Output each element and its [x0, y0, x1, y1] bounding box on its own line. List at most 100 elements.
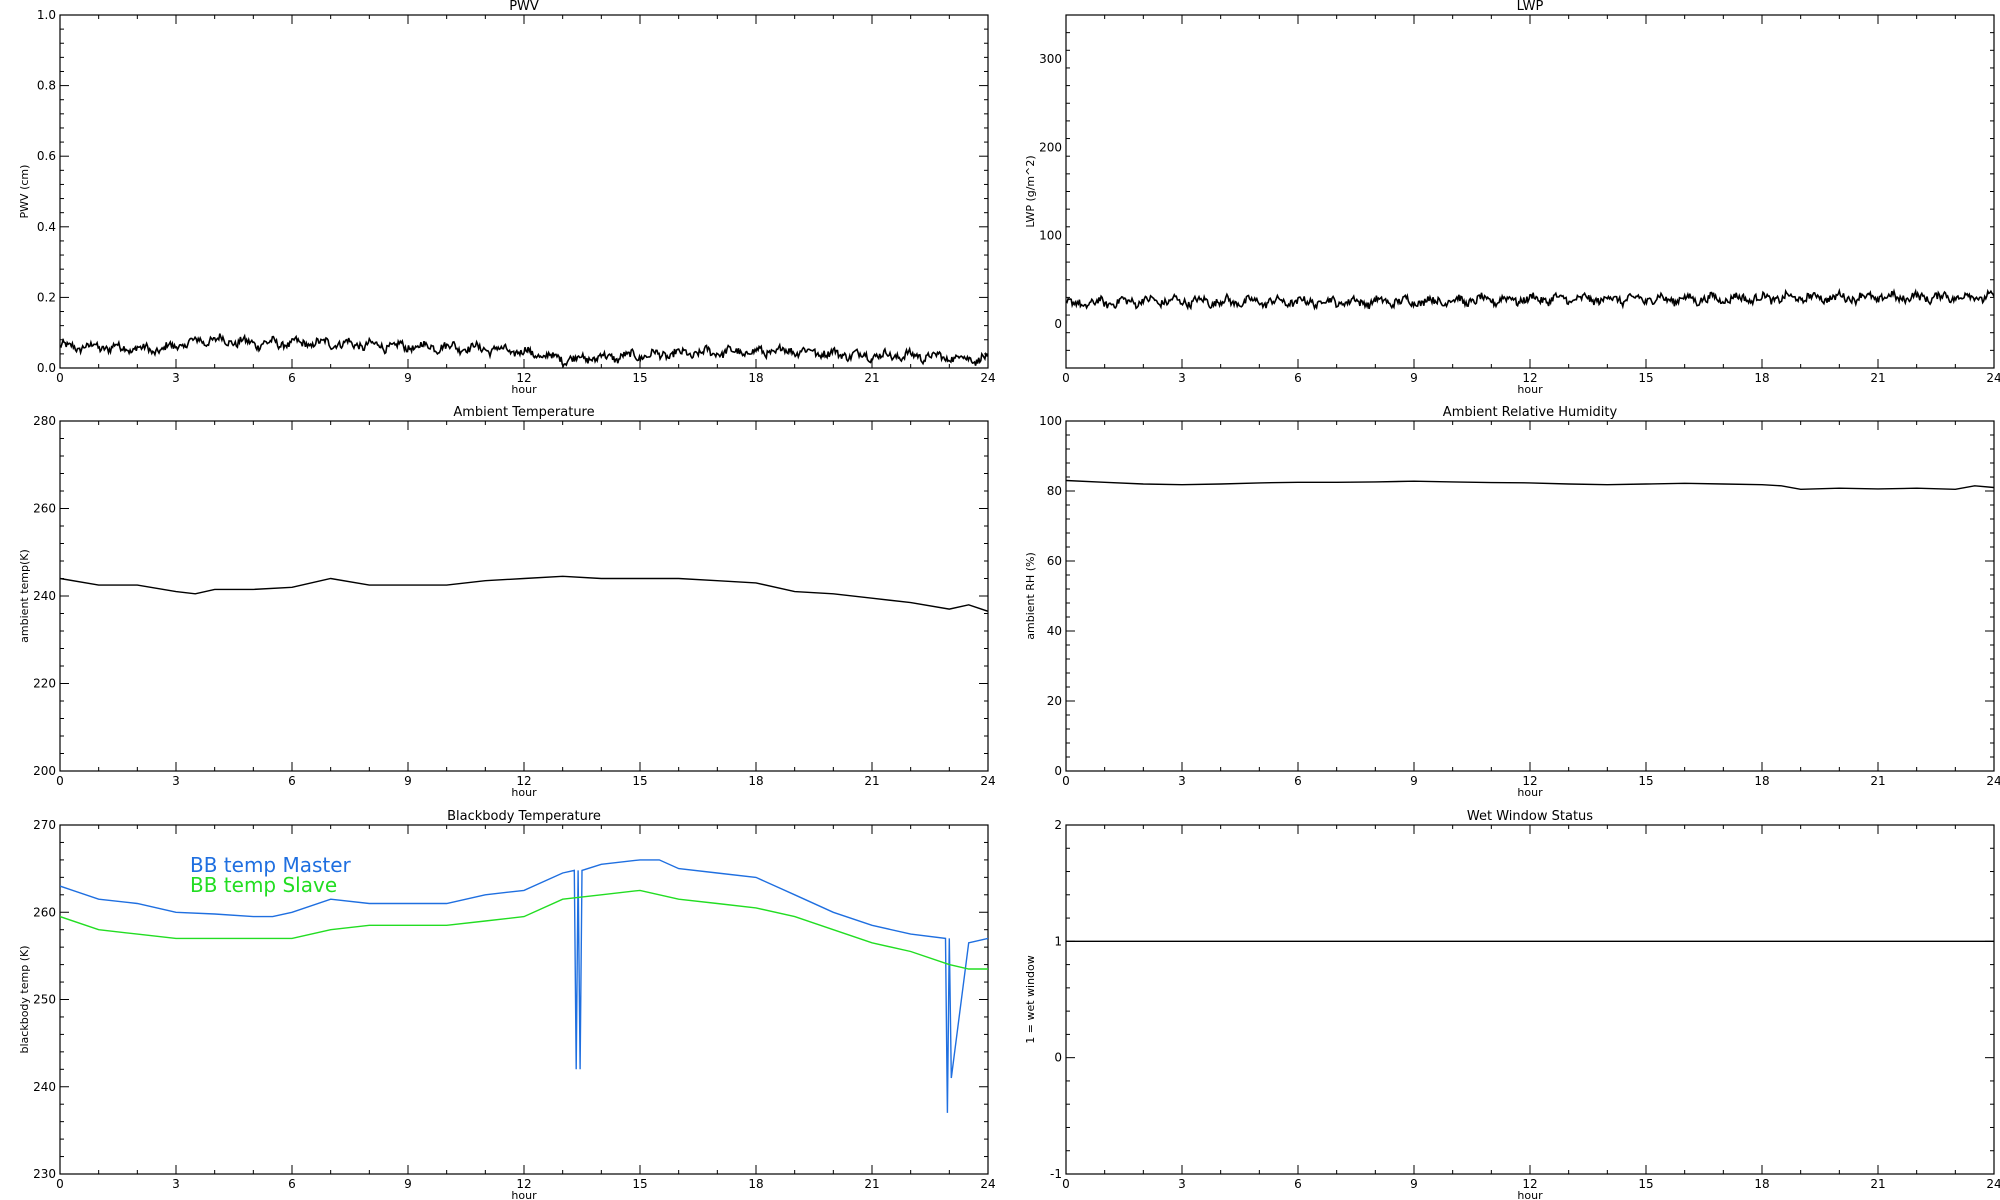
ambient-temperature-ytick-label: 200: [33, 764, 56, 778]
pwv-xtick-label: 0: [56, 371, 64, 385]
ambient-temperature-xtick-label: 9: [404, 774, 412, 788]
ambient-temperature-panel: Ambient Temperature 0 3 6 9 12 15 18 21 24 hour 200…: [18, 405, 996, 799]
ambient-temperature-ylabel: ambient temp(K): [18, 549, 31, 643]
pwv-xtick-label: 24: [980, 371, 995, 385]
wet-window-plot-area: [1065, 824, 1995, 1175]
blackbody-temperature-ylabel: blackbody temp (K): [18, 946, 31, 1054]
blackbody-temperature-legend-entry: BB temp Slave: [190, 873, 337, 897]
ambient-temperature-xtick-label: 3: [172, 774, 180, 788]
blackbody-temperature-series-line-0: [60, 859, 988, 1113]
lwp-xtick-label: 24: [1986, 371, 2000, 385]
ambient-humidity-ytick-label: 100: [1039, 414, 1062, 428]
ambient-temperature-xtick-label: 18: [748, 774, 763, 788]
blackbody-temperature-series-line-1: [60, 889, 988, 970]
blackbody-temperature-xtick-label: 3: [172, 1177, 180, 1191]
wet-window-ytick-label: 2: [1054, 818, 1062, 832]
blackbody-temperature-ytick-label: 250: [33, 993, 56, 1007]
pwv-ytick-label: 0.6: [37, 149, 56, 163]
lwp-xtick-label: 15: [1638, 371, 1653, 385]
pwv-panel: PWV 0 3 6 9 12 15 18 21 24 hour 0.0 0.2 0.4 0.6 0.8 1.0 P…: [18, 0, 996, 396]
ambient-humidity-xtick-label: 9: [1410, 774, 1418, 788]
blackbody-temperature-xtick-label: 6: [288, 1177, 296, 1191]
wet-window-ytick-label: 1: [1054, 934, 1062, 948]
lwp-xtick-label: 12: [1522, 371, 1537, 385]
ambient-temperature-xtick-label: 6: [288, 774, 296, 788]
ambient-humidity-xtick-label: 0: [1062, 774, 1070, 788]
lwp-ytick-label: 300: [1039, 52, 1062, 66]
ambient-humidity-series-line: [1066, 479, 1994, 491]
lwp-panel: LWP 0 3 6 9 12 15 18 21 24 hour 0 100 200 300 LWP (g/m^…: [1024, 0, 2000, 396]
ambient-humidity-xtick-label: 18: [1754, 774, 1769, 788]
pwv-ytick-label: 1.0: [37, 8, 56, 22]
pwv-ytick-label: 0.4: [37, 220, 56, 234]
lwp-plot-area: [1065, 14, 1995, 369]
ambient-temperature-ytick-label: 260: [33, 502, 56, 516]
blackbody-temperature-xlabel: hour: [511, 1189, 537, 1200]
pwv-ytick-label: 0.2: [37, 290, 56, 304]
ambient-humidity-title: Ambient Relative Humidity: [1443, 405, 1618, 420]
blackbody-temperature-ytick-label: 270: [33, 818, 56, 832]
lwp-ylabel: LWP (g/m^2): [1024, 155, 1037, 227]
pwv-series-line: [60, 333, 988, 368]
ambient-temperature-xtick-label: 21: [864, 774, 879, 788]
ambient-humidity-xtick-label: 12: [1522, 774, 1537, 788]
ambient-humidity-ytick-label: 0: [1054, 764, 1062, 778]
blackbody-temperature-ytick-label: 240: [33, 1080, 56, 1094]
pwv-title: PWV: [509, 0, 539, 14]
blackbody-temperature-xtick-label: 15: [632, 1177, 647, 1191]
pwv-xtick-label: 15: [632, 371, 647, 385]
pwv-xtick-label: 21: [864, 371, 879, 385]
ambient-humidity-ytick-label: 60: [1047, 554, 1062, 568]
ambient-temperature-xlabel: hour: [511, 786, 537, 799]
ambient-temperature-series-line: [60, 575, 988, 612]
wet-window-xtick-label: 15: [1638, 1177, 1653, 1191]
ambient-humidity-ytick-label: 40: [1047, 624, 1062, 638]
wet-window-xtick-label: 0: [1062, 1177, 1070, 1191]
blackbody-temperature-xtick-label: 12: [516, 1177, 531, 1191]
ambient-temperature-xtick-label: 24: [980, 774, 995, 788]
ambient-temperature-ytick-label: 280: [33, 414, 56, 428]
pwv-xtick-label: 6: [288, 371, 296, 385]
lwp-xtick-label: 3: [1178, 371, 1186, 385]
ambient-temperature-ytick-label: 240: [33, 589, 56, 603]
lwp-xtick-label: 21: [1870, 371, 1885, 385]
lwp-xtick-label: 9: [1410, 371, 1418, 385]
pwv-ylabel: PWV (cm): [18, 165, 31, 219]
lwp-ytick-label: 100: [1039, 229, 1062, 243]
wet-window-xtick-label: 6: [1294, 1177, 1302, 1191]
wet-window-ytick-label: -1: [1050, 1167, 1062, 1181]
blackbody-temperature-ytick-label: 230: [33, 1167, 56, 1181]
lwp-series-line: [1066, 287, 1994, 311]
pwv-xlabel: hour: [511, 383, 537, 396]
ambient-humidity-xlabel: hour: [1517, 786, 1543, 799]
ambient-humidity-xtick-label: 15: [1638, 774, 1653, 788]
ambient-humidity-panel: Ambient Relative Humidity 0 3 6 9 12 15 18 21 24 h…: [1024, 405, 2000, 799]
lwp-xtick-label: 6: [1294, 371, 1302, 385]
blackbody-temperature-legend-entry: BB temp Master: [190, 853, 352, 877]
ambient-humidity-xtick-label: 21: [1870, 774, 1885, 788]
blackbody-temperature-xtick-label: 24: [980, 1177, 995, 1191]
pwv-ytick-label: 0.0: [37, 361, 56, 375]
pwv-plot-area: [59, 14, 989, 369]
wet-window-xtick-label: 3: [1178, 1177, 1186, 1191]
wet-window-ylabel: 1 = wet window: [1024, 955, 1037, 1044]
pwv-xtick-label: 9: [404, 371, 412, 385]
wet-window-xtick-label: 21: [1870, 1177, 1885, 1191]
wet-window-ytick-label: 0: [1054, 1051, 1062, 1065]
lwp-title: LWP: [1517, 0, 1544, 14]
ambient-humidity-xtick-label: 3: [1178, 774, 1186, 788]
wet-window-xlabel: hour: [1517, 1189, 1543, 1200]
pwv-xtick-label: 3: [172, 371, 180, 385]
ambient-temperature-xtick-label: 12: [516, 774, 531, 788]
lwp-xtick-label: 18: [1754, 371, 1769, 385]
wet-window-title: Wet Window Status: [1467, 809, 1593, 824]
blackbody-temperature-title: Blackbody Temperature: [447, 809, 601, 824]
lwp-ytick-label: 200: [1039, 140, 1062, 154]
ambient-temperature-xtick-label: 0: [56, 774, 64, 788]
blackbody-temperature-ytick-label: 260: [33, 905, 56, 919]
ambient-temperature-ytick-label: 220: [33, 677, 56, 691]
blackbody-temperature-xtick-label: 21: [864, 1177, 879, 1191]
wet-window-xtick-label: 12: [1522, 1177, 1537, 1191]
